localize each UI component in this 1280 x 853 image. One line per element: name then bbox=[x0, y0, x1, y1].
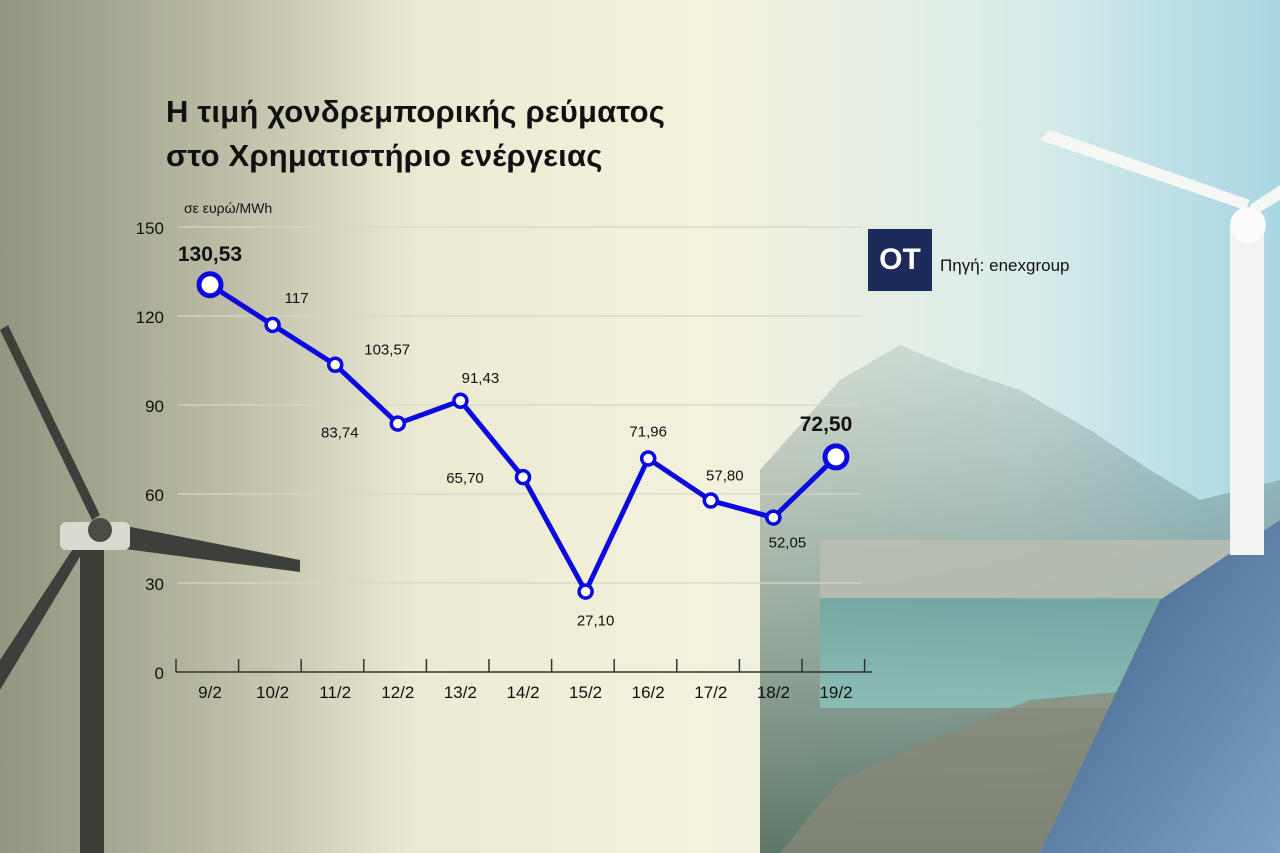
data-label: 72,50 bbox=[800, 413, 853, 436]
data-point bbox=[702, 492, 720, 509]
data-point bbox=[452, 392, 469, 410]
data-label: 65,70 bbox=[446, 470, 484, 487]
y-tick-label: 120 bbox=[136, 308, 164, 327]
y-tick-label: 90 bbox=[145, 397, 164, 416]
data-point bbox=[196, 271, 224, 299]
x-tick-label: 15/2 bbox=[569, 683, 602, 702]
x-tick-label: 16/2 bbox=[632, 683, 665, 702]
source-label: Πηγή: enexgroup bbox=[940, 256, 1070, 275]
data-label: 117 bbox=[285, 290, 309, 307]
data-point bbox=[639, 450, 657, 467]
x-tick-label: 18/2 bbox=[757, 683, 790, 702]
ot-logo: ΟΤ bbox=[868, 229, 932, 291]
data-point bbox=[765, 509, 782, 526]
data-label: 91,43 bbox=[462, 370, 500, 387]
y-tick-label: 60 bbox=[145, 486, 164, 505]
data-label: 103,57 bbox=[364, 342, 410, 359]
data-label: 27,10 bbox=[577, 613, 615, 630]
x-tick-label: 11/2 bbox=[319, 683, 351, 702]
data-label: 83,74 bbox=[321, 425, 359, 442]
data-point bbox=[822, 443, 850, 471]
data-label: 130,53 bbox=[178, 243, 242, 266]
x-tick-label: 13/2 bbox=[444, 683, 477, 702]
x-tick-label: 10/2 bbox=[256, 683, 289, 702]
data-point bbox=[577, 583, 594, 600]
data-point bbox=[514, 468, 532, 486]
x-tick-label: 9/2 bbox=[198, 683, 222, 702]
series-line bbox=[207, 282, 839, 595]
data-point bbox=[389, 415, 407, 432]
y-tick-label: 30 bbox=[145, 575, 164, 594]
data-label: 57,80 bbox=[706, 468, 744, 485]
data-label: 71,96 bbox=[629, 424, 667, 441]
y-axis-unit-label: σε ευρώ/MWh bbox=[184, 200, 273, 216]
x-tick-label: 14/2 bbox=[506, 683, 539, 702]
data-point bbox=[264, 316, 281, 334]
chart-title-line-2: στο Χρηματιστήριο ενέργειας bbox=[166, 138, 603, 173]
data-label: 52,05 bbox=[769, 535, 807, 552]
x-tick-label: 17/2 bbox=[694, 683, 727, 702]
y-tick-label: 150 bbox=[136, 219, 164, 238]
x-tick-label: 19/2 bbox=[819, 683, 852, 702]
y-tick-label: 0 bbox=[155, 664, 164, 683]
data-point bbox=[326, 356, 344, 373]
chart-title-line-1: Η τιμή χονδρεμπορικής ρεύματος bbox=[166, 94, 666, 129]
x-tick-label: 12/2 bbox=[381, 683, 414, 702]
